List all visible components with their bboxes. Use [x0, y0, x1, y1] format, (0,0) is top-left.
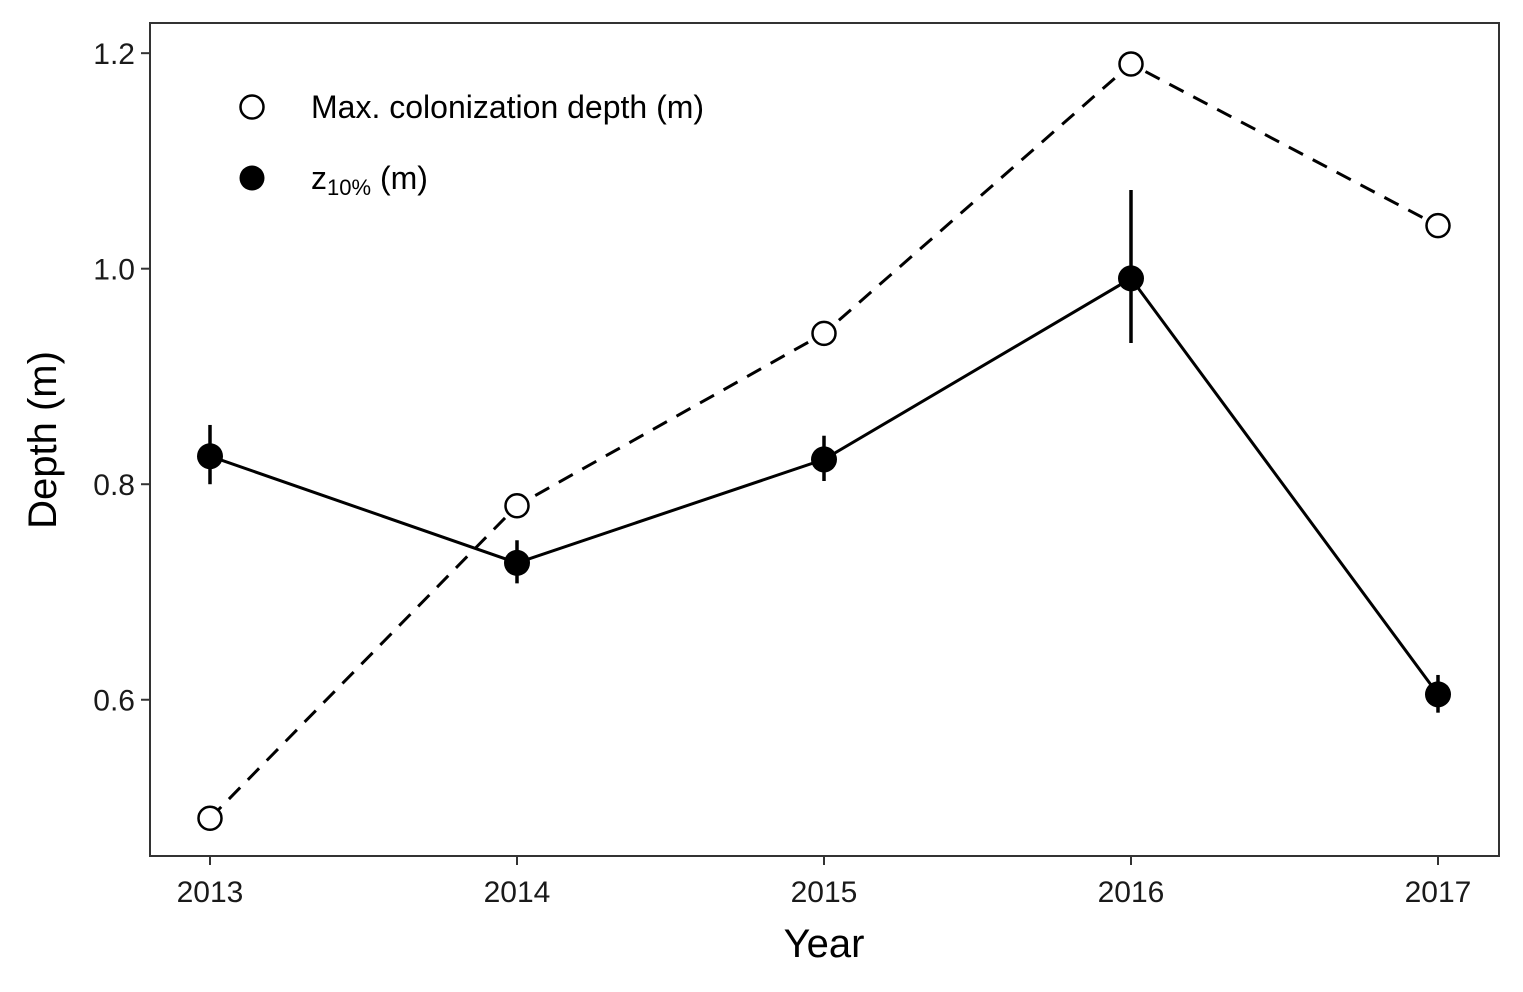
data-point-max-colonization-depth: [1425, 212, 1451, 239]
data-point-z10: [504, 549, 530, 576]
x-tick-label: 2015: [791, 876, 858, 909]
y-tick-label: 1.0: [93, 254, 135, 287]
data-point-max-colonization-depth: [1118, 51, 1144, 77]
series-layer: [197, 51, 1451, 832]
legend: Max. colonization depth (m) z10% (m): [239, 89, 704, 200]
x-tick-label: 2017: [1405, 876, 1472, 909]
data-point-max-colonization-depth: [197, 805, 223, 832]
filled-circle-marker-icon: [239, 165, 265, 191]
legend-label-z10: z10% (m): [311, 160, 428, 200]
legend-label-z10-main: z: [311, 160, 327, 196]
x-axis-title: Year: [784, 922, 865, 966]
data-point-z10: [811, 446, 837, 473]
legend-label-z10-subscript: 10%: [327, 175, 371, 200]
y-tick-label: 0.6: [93, 685, 135, 718]
x-axis: 2013 2014 2015 2016 2017: [177, 856, 1472, 909]
y-axis-title: Depth (m): [21, 351, 65, 529]
data-point-max-colonization-depth: [504, 493, 530, 519]
data-point-max-colonization-depth: [811, 320, 837, 347]
data-point-z10: [1118, 265, 1144, 292]
x-tick-label: 2016: [1098, 876, 1165, 909]
x-tick-label: 2013: [177, 876, 244, 909]
legend-item-max-colonization-depth: Max. colonization depth (m): [239, 89, 704, 125]
data-point-z10: [1425, 681, 1451, 708]
y-tick-label: 0.8: [93, 469, 135, 502]
x-tick-label: 2014: [484, 876, 551, 909]
legend-label-z10-suffix: (m): [371, 160, 428, 196]
data-point-z10: [197, 443, 223, 470]
y-tick-label: 1.2: [93, 38, 135, 71]
legend-label-max-colonization-depth: Max. colonization depth (m): [311, 89, 704, 125]
open-circle-marker-icon: [239, 94, 265, 120]
legend-item-z10: z10% (m): [239, 160, 428, 200]
y-axis: 0.6 0.8 1.0 1.2: [93, 38, 150, 718]
